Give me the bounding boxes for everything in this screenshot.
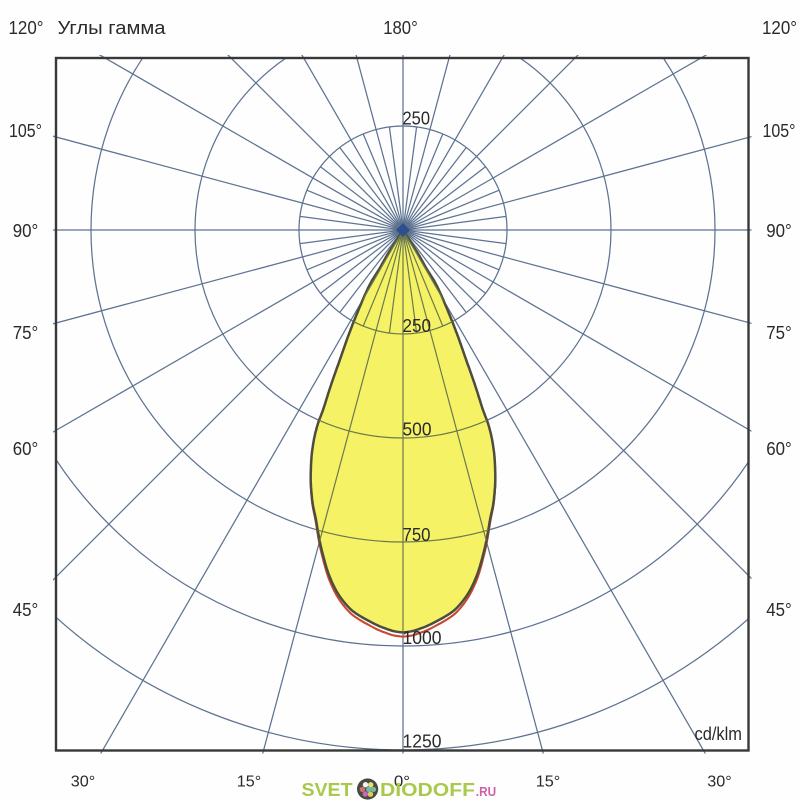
- svg-text:500: 500: [403, 419, 432, 440]
- svg-text:60°: 60°: [766, 438, 792, 459]
- svg-text:60°: 60°: [13, 438, 39, 459]
- svg-text:105°: 105°: [9, 120, 42, 141]
- svg-text:cd/klm: cd/klm: [695, 724, 743, 744]
- svg-text:30°: 30°: [707, 774, 732, 791]
- svg-text:250: 250: [403, 315, 432, 336]
- svg-text:90°: 90°: [766, 220, 792, 241]
- svg-text:105°: 105°: [763, 120, 796, 141]
- svg-text:750: 750: [403, 524, 431, 545]
- svg-text:.RU: .RU: [476, 785, 496, 799]
- svg-text:30°: 30°: [71, 774, 96, 791]
- svg-text:DIODOFF: DIODOFF: [380, 779, 475, 800]
- svg-text:Углы гамма: Углы гамма: [58, 17, 167, 38]
- svg-text:1000: 1000: [403, 627, 442, 648]
- svg-text:45°: 45°: [766, 599, 792, 620]
- svg-text:15°: 15°: [536, 774, 561, 791]
- svg-text:120°: 120°: [762, 17, 797, 38]
- svg-text:15°: 15°: [237, 774, 262, 791]
- svg-text:1250: 1250: [403, 731, 442, 752]
- svg-text:250: 250: [403, 108, 431, 129]
- svg-text:0°: 0°: [394, 774, 410, 791]
- svg-text:75°: 75°: [13, 322, 39, 343]
- svg-text:90°: 90°: [13, 220, 39, 241]
- svg-text:75°: 75°: [766, 322, 792, 343]
- svg-text:120°: 120°: [9, 17, 44, 38]
- svg-text:180°: 180°: [383, 17, 418, 38]
- svg-text:45°: 45°: [13, 599, 39, 620]
- svg-text:SVET: SVET: [302, 779, 354, 800]
